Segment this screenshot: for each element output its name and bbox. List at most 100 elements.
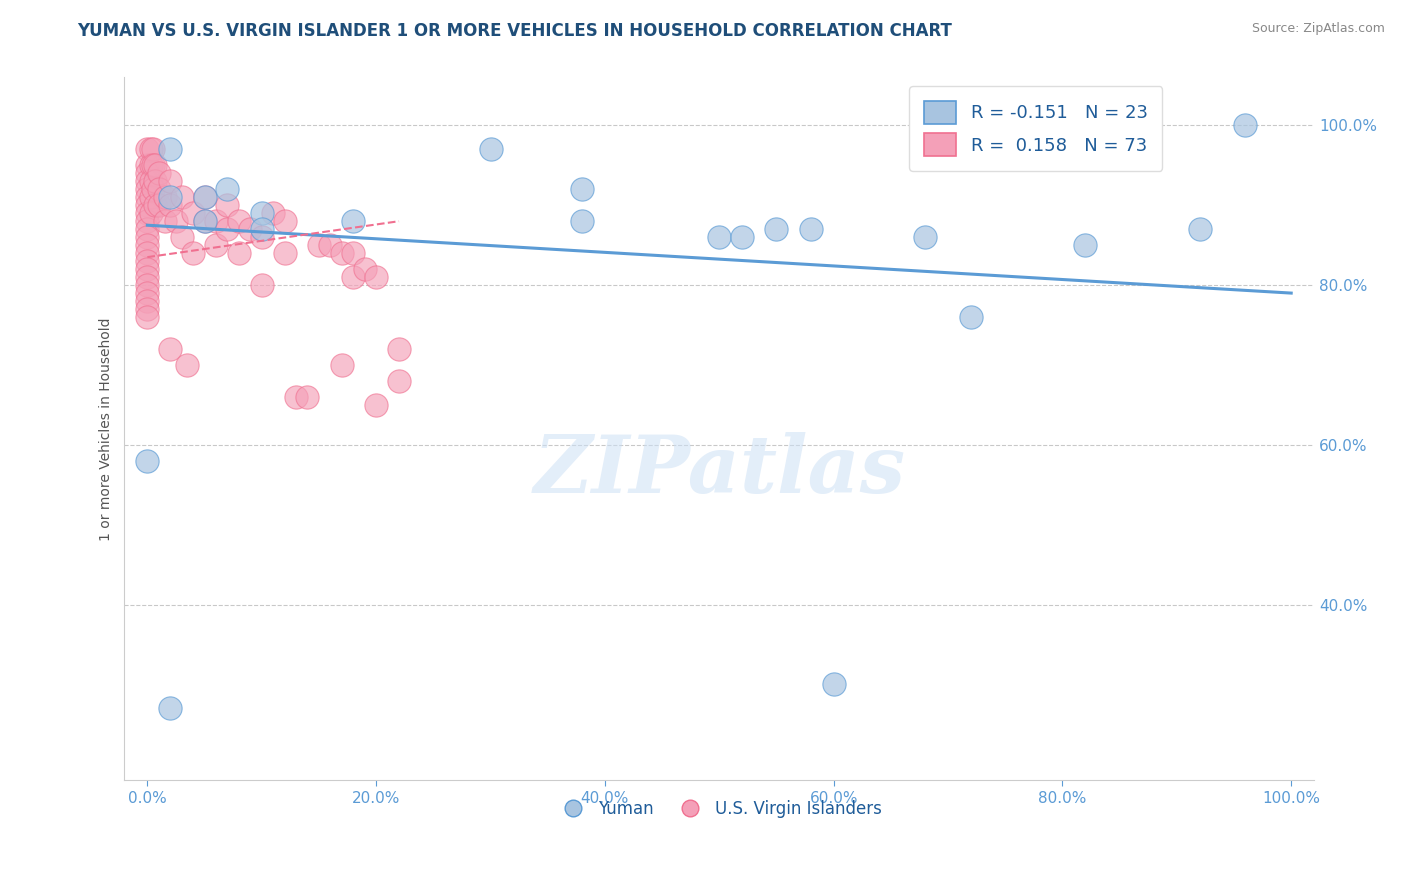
Point — [330, 358, 353, 372]
Point — [250, 230, 273, 244]
Point — [159, 190, 181, 204]
Point — [136, 166, 159, 180]
Y-axis label: 1 or more Vehicles in Household: 1 or more Vehicles in Household — [100, 318, 114, 541]
Point — [136, 270, 159, 285]
Point — [285, 390, 308, 404]
Text: YUMAN VS U.S. VIRGIN ISLANDER 1 OR MORE VEHICLES IN HOUSEHOLD CORRELATION CHART: YUMAN VS U.S. VIRGIN ISLANDER 1 OR MORE … — [77, 22, 952, 40]
Point — [139, 174, 162, 188]
Point — [239, 222, 262, 236]
Point — [136, 246, 159, 260]
Point — [142, 142, 165, 156]
Point — [308, 238, 330, 252]
Point — [142, 182, 165, 196]
Point — [143, 158, 166, 172]
Point — [273, 246, 295, 260]
Point — [273, 214, 295, 228]
Point — [366, 270, 388, 285]
Point — [250, 206, 273, 220]
Point — [136, 294, 159, 309]
Point — [366, 398, 388, 412]
Point — [159, 174, 181, 188]
Point — [136, 301, 159, 316]
Point — [250, 222, 273, 236]
Point — [136, 190, 159, 204]
Point — [297, 390, 319, 404]
Point — [388, 374, 411, 388]
Point — [193, 190, 215, 204]
Point — [159, 701, 181, 715]
Point — [479, 142, 502, 156]
Point — [181, 246, 204, 260]
Point — [136, 222, 159, 236]
Point — [176, 358, 198, 372]
Point — [205, 214, 228, 228]
Point — [1234, 119, 1257, 133]
Point — [765, 222, 787, 236]
Point — [217, 198, 239, 212]
Point — [159, 342, 181, 356]
Text: ZIPatlas: ZIPatlas — [533, 433, 905, 510]
Point — [136, 158, 159, 172]
Point — [139, 190, 162, 204]
Point — [823, 677, 845, 691]
Point — [136, 254, 159, 268]
Point — [193, 190, 215, 204]
Point — [148, 182, 170, 196]
Point — [165, 214, 187, 228]
Point — [193, 214, 215, 228]
Point — [709, 230, 731, 244]
Point — [250, 278, 273, 293]
Point — [143, 198, 166, 212]
Point — [342, 246, 364, 260]
Point — [139, 142, 162, 156]
Point — [342, 214, 364, 228]
Point — [960, 310, 983, 324]
Point — [136, 278, 159, 293]
Point — [170, 230, 193, 244]
Point — [262, 206, 284, 220]
Point — [136, 230, 159, 244]
Point — [136, 174, 159, 188]
Point — [153, 190, 176, 204]
Point — [136, 238, 159, 252]
Point — [148, 198, 170, 212]
Point — [731, 230, 754, 244]
Point — [139, 158, 162, 172]
Point — [136, 262, 159, 277]
Point — [1074, 238, 1097, 252]
Point — [136, 182, 159, 196]
Point — [136, 142, 159, 156]
Point — [136, 198, 159, 212]
Point — [136, 286, 159, 301]
Point — [181, 206, 204, 220]
Point — [153, 214, 176, 228]
Point — [170, 190, 193, 204]
Point — [228, 246, 250, 260]
Point — [914, 230, 936, 244]
Point — [330, 246, 353, 260]
Point — [159, 198, 181, 212]
Point — [136, 206, 159, 220]
Point — [1188, 222, 1211, 236]
Point — [143, 174, 166, 188]
Point — [136, 454, 159, 468]
Point — [353, 262, 375, 277]
Point — [800, 222, 823, 236]
Point — [571, 214, 593, 228]
Point — [148, 166, 170, 180]
Point — [139, 206, 162, 220]
Point — [136, 214, 159, 228]
Legend: Yuman, U.S. Virgin Islanders: Yuman, U.S. Virgin Islanders — [550, 793, 889, 825]
Point — [205, 238, 228, 252]
Point — [217, 182, 239, 196]
Point — [388, 342, 411, 356]
Point — [571, 182, 593, 196]
Point — [136, 310, 159, 324]
Point — [342, 270, 364, 285]
Point — [193, 214, 215, 228]
Point — [142, 158, 165, 172]
Point — [217, 222, 239, 236]
Point — [228, 214, 250, 228]
Point — [319, 238, 342, 252]
Text: Source: ZipAtlas.com: Source: ZipAtlas.com — [1251, 22, 1385, 36]
